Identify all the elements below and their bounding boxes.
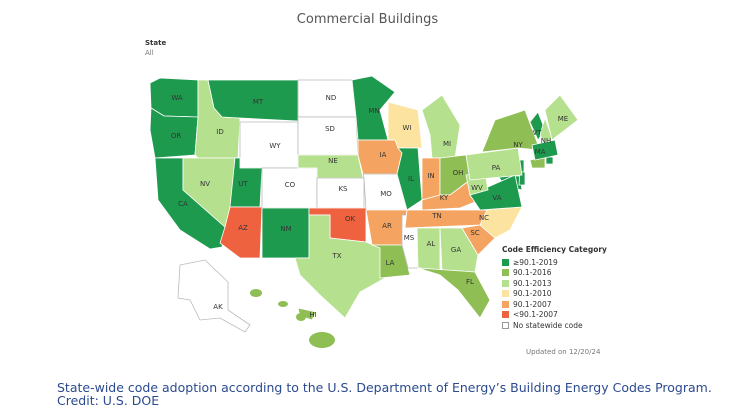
state-ma[interactable] [531, 139, 559, 161]
legend-swatch [502, 321, 509, 329]
state-hi-island[interactable] [309, 332, 335, 348]
state-label-wi: WI [403, 124, 412, 132]
state-hi-island[interactable] [296, 313, 306, 321]
legend-swatch [502, 300, 509, 308]
state-label-me: ME [558, 115, 568, 123]
state-la[interactable] [371, 244, 411, 279]
state-label-nv: NV [200, 180, 210, 188]
legend-item[interactable]: <90.1-2007 [502, 310, 607, 321]
caption-line-1: State-wide code adoption according to th… [57, 380, 712, 395]
state-hi-island[interactable] [278, 301, 288, 307]
legend-label: <90.1-2007 [513, 310, 558, 320]
state-label-or: OR [171, 132, 182, 140]
state-label-ms: MS [404, 234, 415, 242]
state-label-ia: IA [380, 151, 387, 159]
legend-swatch [502, 311, 509, 319]
state-label-ga: GA [451, 246, 461, 254]
legend-label: No statewide code [513, 320, 583, 330]
state-hi-island[interactable] [250, 289, 262, 297]
legend-item[interactable]: 90.1-2007 [502, 299, 607, 310]
state-label-ne: NE [328, 157, 338, 165]
legend-label: 90.1-2013 [513, 278, 552, 288]
state-filter-label: State [145, 39, 167, 47]
updated-date: Updated on 12/20/24 [526, 348, 601, 356]
legend-title: Code Efficiency Category [502, 245, 607, 254]
legend-swatch [502, 279, 509, 287]
state-label-vt: VT [532, 129, 542, 137]
state-me[interactable] [544, 94, 579, 141]
state-label-az: AZ [238, 224, 248, 232]
state-label-ks: KS [338, 185, 348, 193]
state-label-ak: AK [213, 303, 223, 311]
state-label-tn: TN [431, 212, 442, 220]
legend-label: 90.1-2010 [513, 289, 552, 299]
state-tn[interactable] [404, 209, 488, 229]
state-label-pa: PA [492, 164, 501, 172]
legend-swatch [502, 258, 509, 266]
state-mi[interactable] [421, 94, 461, 159]
state-filter-value[interactable]: All [145, 49, 154, 57]
state-label-mn: MN [368, 107, 379, 115]
legend-item[interactable]: 90.1-2016 [502, 268, 607, 279]
state-fl[interactable] [417, 267, 491, 319]
state-label-nm: NM [280, 225, 291, 233]
state-label-nd: ND [326, 94, 337, 102]
legend-item[interactable]: 90.1-2010 [502, 289, 607, 300]
state-label-nh: NH [541, 137, 552, 145]
state-label-mt: MT [253, 98, 264, 106]
chart-title: Commercial Buildings [296, 12, 439, 27]
state-label-il: IL [408, 175, 414, 183]
legend-item[interactable]: No statewide code [502, 320, 607, 331]
state-ri[interactable] [545, 156, 554, 165]
state-nm[interactable] [261, 207, 310, 259]
state-label-ok: OK [345, 215, 356, 223]
state-va[interactable] [469, 174, 523, 211]
state-label-nc: NC [479, 214, 489, 222]
caption: State-wide code adoption according to th… [57, 381, 712, 407]
state-al[interactable] [416, 227, 441, 271]
state-label-va: VA [492, 194, 501, 202]
state-label-id: ID [216, 128, 223, 136]
state-label-ar: AR [382, 222, 392, 230]
state-label-al: AL [427, 240, 436, 248]
state-label-sc: SC [470, 229, 479, 237]
state-label-in: IN [427, 172, 434, 180]
state-label-mo: MO [380, 190, 392, 198]
state-label-sd: SD [325, 125, 335, 133]
state-label-hi: HI [309, 311, 316, 319]
state-mn[interactable] [351, 75, 396, 141]
state-sd[interactable] [297, 116, 359, 156]
state-label-oh: OH [453, 169, 464, 177]
state-label-mi: MI [443, 140, 451, 148]
state-label-wa: WA [171, 94, 183, 102]
legend-label: ≥90.1-2019 [513, 257, 558, 267]
legend-swatch [502, 290, 509, 298]
legend-label: 90.1-2016 [513, 268, 552, 278]
state-ks[interactable] [316, 177, 365, 209]
legend-item[interactable]: 90.1-2013 [502, 278, 607, 289]
legend-label: 90.1-2007 [513, 299, 552, 309]
state-label-ma: MA [535, 148, 546, 156]
state-label-wy: WY [269, 142, 281, 150]
state-ak[interactable] [177, 259, 251, 333]
state-label-ny: NY [513, 141, 523, 149]
state-label-co: CO [285, 181, 296, 189]
state-label-fl: FL [466, 278, 474, 286]
state-filter[interactable]: State All [145, 39, 166, 57]
state-label-ut: UT [238, 180, 248, 188]
state-pa[interactable] [465, 147, 523, 181]
legend: Code Efficiency Category ≥90.1-2019 90.1-… [502, 245, 607, 331]
legend-item[interactable]: ≥90.1-2019 [502, 257, 607, 268]
legend-swatch [502, 269, 509, 277]
state-label-la: LA [386, 259, 395, 267]
caption-line-2: Credit: U.S. DOE [57, 393, 160, 408]
state-label-ky: KY [440, 194, 449, 202]
state-label-tx: TX [331, 252, 341, 260]
state-label-wv: WV [471, 184, 483, 192]
state-ny[interactable] [481, 109, 541, 153]
state-label-ca: CA [178, 200, 188, 208]
